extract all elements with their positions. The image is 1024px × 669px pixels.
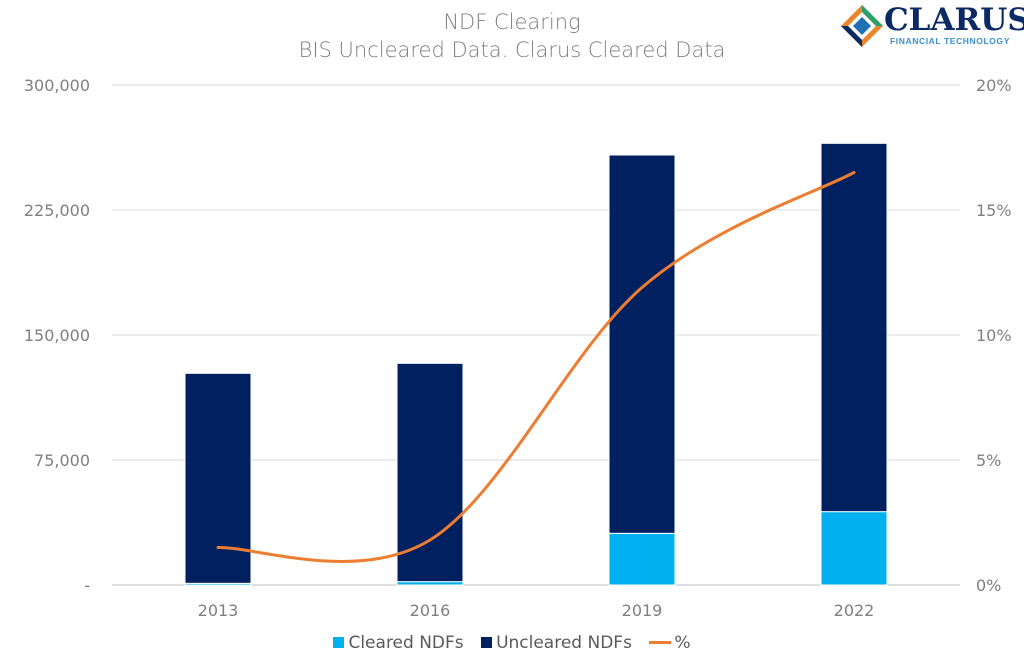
legend-swatch-uncleared xyxy=(481,636,493,648)
x-tick-label: 2016 xyxy=(410,601,451,620)
bar-cleared xyxy=(396,581,464,586)
bar-uncleared xyxy=(396,362,464,583)
y-left-tick-label: 150,000 xyxy=(24,326,90,345)
bar-uncleared xyxy=(820,142,888,513)
bar-uncleared xyxy=(608,154,676,534)
chart-title: NDF Clearing xyxy=(443,10,581,34)
legend-item-uncleared: Uncleared NDFs xyxy=(481,633,632,653)
x-tick-label: 2022 xyxy=(834,601,875,620)
bar-cleared xyxy=(820,511,888,586)
y-left-tick-label: 225,000 xyxy=(24,201,90,220)
y-right-tick-label: 0% xyxy=(976,576,1001,595)
legend-item-percent: % xyxy=(649,633,691,653)
legend-label-uncleared: Uncleared NDFs xyxy=(496,633,632,653)
clarus-logo: CLARUS FINANCIAL TECHNOLOGY xyxy=(838,2,1024,48)
legend-item-cleared: Cleared NDFs xyxy=(333,633,464,653)
legend-label-cleared: Cleared NDFs xyxy=(348,633,464,653)
y-left-tick-label: 300,000 xyxy=(24,76,90,95)
x-tick-label: 2019 xyxy=(622,601,663,620)
y-right-tick-label: 20% xyxy=(976,76,1012,95)
legend-label-percent: % xyxy=(674,633,691,653)
diamond-logo-icon xyxy=(841,5,883,47)
legend: Cleared NDFs Uncleared NDFs % xyxy=(0,633,1024,653)
y-right-tick-label: 15% xyxy=(976,201,1012,220)
y-left-tick-label: - xyxy=(84,576,90,595)
y-left-tick-label: 75,000 xyxy=(34,451,90,470)
y-right-tick-label: 5% xyxy=(976,451,1001,470)
y-right-tick-label: 10% xyxy=(976,326,1012,345)
percent-line xyxy=(216,171,856,563)
bar-cleared xyxy=(608,532,676,586)
logo-wordmark: CLARUS xyxy=(884,2,1024,38)
bar-uncleared xyxy=(184,372,252,584)
chart-subtitle: BIS Uncleared Data. Clarus Cleared Data xyxy=(298,38,726,62)
logo-tagline: FINANCIAL TECHNOLOGY xyxy=(890,36,1010,46)
legend-swatch-percent xyxy=(649,640,672,644)
x-tick-label: 2013 xyxy=(198,601,239,620)
legend-swatch-cleared xyxy=(333,636,345,648)
